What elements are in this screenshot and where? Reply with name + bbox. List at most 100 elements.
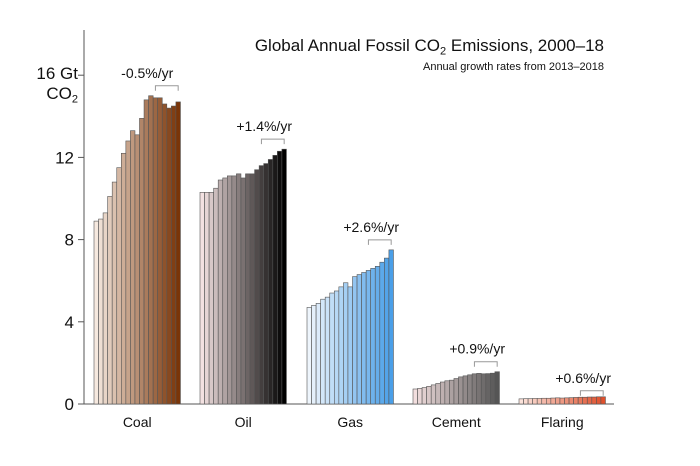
bar-coal <box>107 196 113 405</box>
bar-cement <box>485 373 491 405</box>
bar-cement <box>494 371 500 405</box>
bar-flaring <box>545 397 552 405</box>
bar-cement <box>480 373 487 405</box>
bar-gas <box>338 286 344 405</box>
chart-subtitle: Annual growth rates from 2013–2018 <box>422 61 604 73</box>
bar-flaring <box>596 396 602 405</box>
x-category-label: Oil <box>235 414 252 430</box>
bar-coal <box>148 95 154 405</box>
bar-gas <box>388 249 394 405</box>
bar-flaring <box>582 396 588 405</box>
bar-flaring <box>532 398 538 405</box>
bar-cement <box>462 375 468 405</box>
bar-cement <box>426 386 432 405</box>
title-subscript: 2 <box>440 45 447 58</box>
bar-coal <box>161 103 168 405</box>
bar-cement <box>467 374 473 405</box>
y-tick-label: 0 <box>65 395 74 414</box>
bar-cement <box>435 383 441 405</box>
growth-rate-label: +2.6%/yr <box>343 219 399 235</box>
bar-cement <box>421 387 427 405</box>
bar-cement <box>471 373 477 405</box>
bar-flaring <box>573 397 579 405</box>
y-unit: CO2 <box>32 84 78 109</box>
chart-title: Global Annual Fossil CO2 Emissions, 2000… <box>255 36 604 57</box>
bar-coal <box>121 152 127 405</box>
bar-oil <box>281 148 287 405</box>
bar-coal <box>175 101 181 405</box>
bar-oil <box>231 175 237 405</box>
bar-coal <box>111 181 118 405</box>
growth-bracket <box>260 138 285 145</box>
growth-rate-label: -0.5%/yr <box>121 65 173 81</box>
bar-flaring <box>523 398 529 405</box>
bar-gas <box>356 274 362 405</box>
bar-gas <box>315 303 321 405</box>
y-axis-top-label: 16 Gt CO2 <box>32 64 78 109</box>
x-category-label: Flaring <box>541 414 584 430</box>
growth-rate-label: +0.9%/yr <box>449 341 505 357</box>
bar-gas <box>347 286 353 405</box>
bar-oil <box>240 177 246 405</box>
bar-oil <box>272 155 278 405</box>
bar-flaring <box>568 397 574 405</box>
bar-cement <box>490 372 496 405</box>
bar-gas <box>361 272 367 405</box>
bar-flaring <box>564 397 570 405</box>
bar-oil <box>213 187 219 405</box>
bar-cement <box>476 373 482 405</box>
bar-oil <box>277 150 283 405</box>
bar-oil <box>208 192 214 405</box>
bar-gas <box>320 298 326 405</box>
bar-coal <box>157 97 163 405</box>
bar-oil <box>249 173 255 405</box>
bar-coal <box>125 140 131 405</box>
bar-oil <box>199 192 205 405</box>
bar-coal <box>116 167 122 405</box>
bar-flaring <box>536 398 543 405</box>
bar-oil <box>217 179 224 405</box>
bar-oil <box>227 175 233 405</box>
x-category-label: Gas <box>337 414 363 430</box>
bar-flaring <box>559 397 565 405</box>
bar-gas <box>374 266 381 405</box>
growth-bracket <box>579 390 604 396</box>
bar-coal <box>171 105 177 405</box>
bar-flaring <box>555 397 561 405</box>
bar-flaring <box>550 397 556 405</box>
bar-oil <box>263 163 269 405</box>
bar-cement <box>430 384 437 405</box>
y-tick-label: 12 <box>55 148 74 167</box>
growth-rate-label: +1.4%/yr <box>236 118 292 134</box>
bar-oil <box>204 192 210 405</box>
bar-flaring <box>600 396 606 405</box>
bar-cement <box>417 388 423 405</box>
bar-oil <box>222 177 228 405</box>
title-text: Global Annual Fossil CO <box>254 36 441 55</box>
y-tick-label: 8 <box>65 231 74 250</box>
bar-gas <box>370 268 376 405</box>
bar-cement <box>412 388 418 405</box>
bar-flaring <box>591 396 597 405</box>
bar-flaring <box>527 398 533 405</box>
bar-gas <box>365 270 371 405</box>
bar-gas <box>379 261 385 405</box>
bar-cement <box>439 381 446 405</box>
bar-flaring <box>586 396 593 405</box>
growth-bracket <box>367 239 392 245</box>
bar-gas <box>384 257 390 405</box>
x-category-label: Cement <box>432 414 481 430</box>
bar-oil <box>236 173 242 405</box>
bar-gas <box>306 307 312 405</box>
bar-coal <box>134 134 140 405</box>
bar-coal <box>139 118 145 405</box>
y-unit-text: CO <box>46 84 72 103</box>
bar-cement <box>449 379 455 405</box>
bar-oil <box>267 159 274 405</box>
bar-cement <box>453 378 459 405</box>
bar-oil <box>254 169 260 405</box>
x-category-label: Coal <box>123 414 152 430</box>
bar-coal <box>130 130 136 405</box>
